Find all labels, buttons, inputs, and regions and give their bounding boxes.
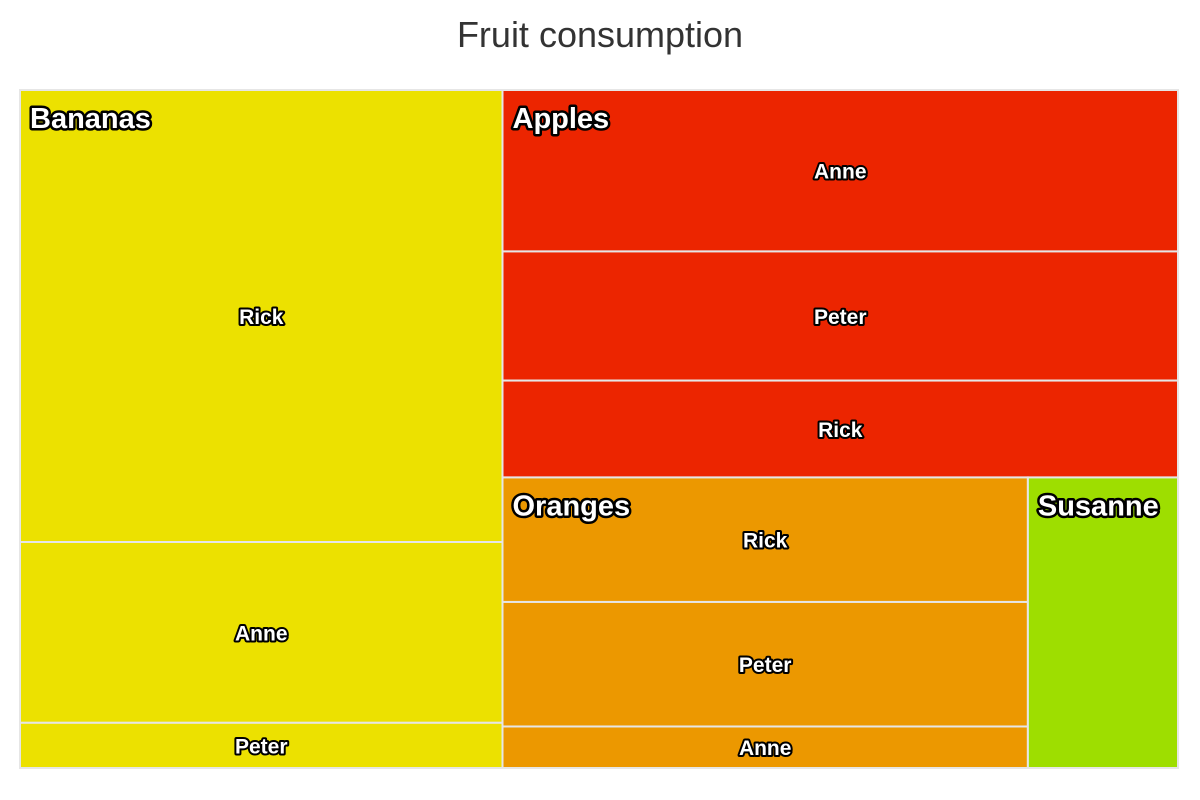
- treemap-group-apples[interactable]: Anne Peter Rick Apples: [501, 89, 1179, 479]
- treemap-group-label: Susanne: [1038, 490, 1159, 522]
- treemap-cell-label: Rick: [818, 419, 863, 442]
- chart-title: Fruit consumption: [456, 14, 744, 55]
- treemap-cell-apples-anne[interactable]: [501, 89, 1179, 253]
- treemap-cell-label: Peter: [235, 735, 288, 758]
- treemap-group-bananas[interactable]: Rick Anne Peter Bananas: [19, 89, 504, 769]
- treemap-cell-label: Anne: [814, 161, 867, 184]
- treemap-cell-label: Rick: [743, 530, 788, 553]
- treemap-cell-susanne-susanne[interactable]: [1026, 476, 1180, 769]
- treemap-cell-bananas-peter[interactable]: [19, 721, 504, 769]
- treemap-group-label: Bananas: [30, 103, 151, 135]
- treemap-cell-label: Anne: [739, 737, 792, 760]
- treemap-cell-oranges-peter[interactable]: [501, 600, 1029, 728]
- treemap-cell-label: Peter: [814, 306, 867, 329]
- treemap-cell-oranges-anne[interactable]: [501, 725, 1029, 770]
- treemap-cell-label: Rick: [239, 306, 284, 329]
- treemap-cell-bananas-rick[interactable]: [19, 89, 504, 543]
- treemap-cell-bananas-anne[interactable]: [19, 541, 504, 724]
- treemap-cell-label: Peter: [739, 654, 792, 677]
- treemap-group-oranges[interactable]: Rick Peter Anne Oranges: [501, 476, 1029, 770]
- treemap-cell-label: Anne: [235, 622, 288, 645]
- treemap-group-label: Oranges: [513, 490, 631, 522]
- treemap-cell-oranges-rick[interactable]: [501, 476, 1029, 603]
- treemap-group-label: Apples: [513, 103, 610, 135]
- treemap-group-susanne[interactable]: Susanne: [1026, 476, 1180, 769]
